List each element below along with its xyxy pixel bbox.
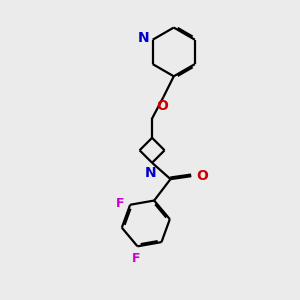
Text: N: N (137, 31, 149, 45)
Text: F: F (116, 197, 125, 210)
Text: O: O (196, 169, 208, 183)
Text: F: F (132, 252, 140, 265)
Text: N: N (145, 166, 156, 180)
Text: O: O (156, 100, 168, 113)
